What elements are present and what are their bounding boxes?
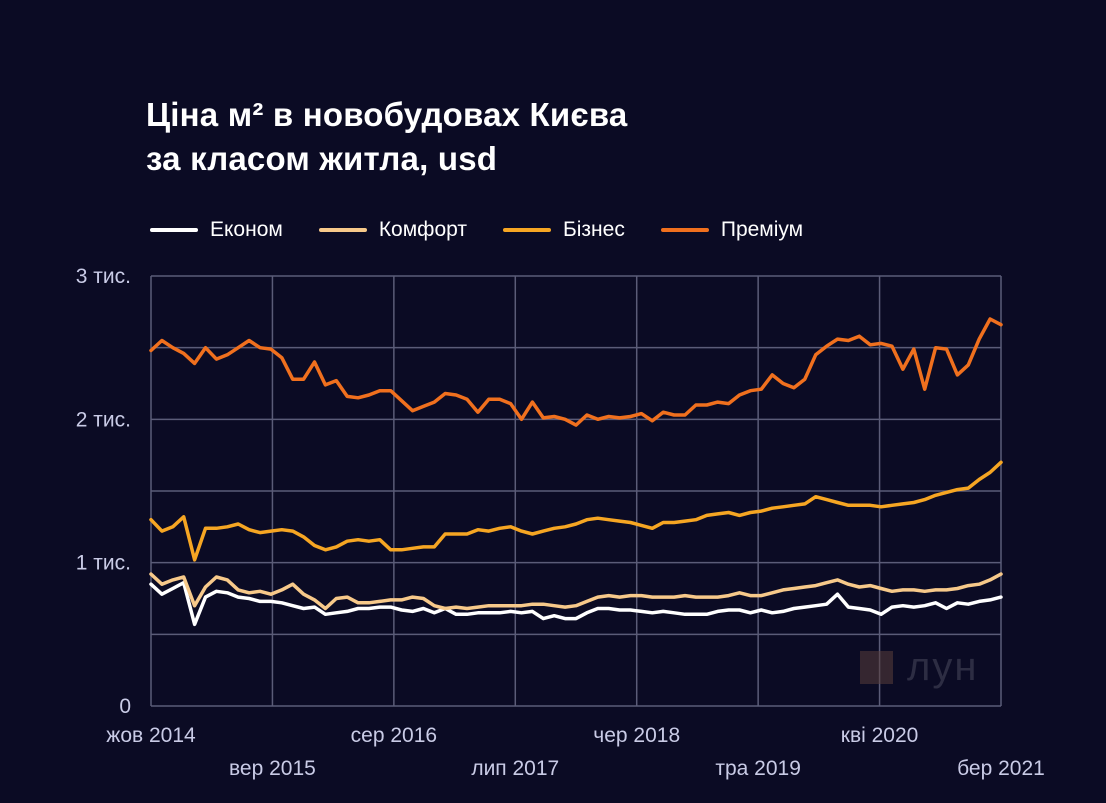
legend-item-premium: Преміум <box>660 218 804 242</box>
y-tick-label: 3 тис. <box>76 265 131 288</box>
legend-label-premium: Преміум <box>720 218 804 241</box>
x-tick-label: бер 2021 <box>957 757 1045 780</box>
y-tick-label: 1 тис. <box>76 552 131 575</box>
x-tick-label: чер 2018 <box>593 724 680 747</box>
series-line-economy <box>149 580 1003 627</box>
series-line-premium <box>149 317 1003 427</box>
x-tick-label: лип 2017 <box>471 757 559 780</box>
chart-title-line-2: за класом житла, usd <box>146 140 498 177</box>
axis-labels: 0 1 тис. 2 тис. 3 тис. жов 2014 сер 2016 чер 2… <box>76 265 1045 780</box>
legend-swatch-business <box>502 228 551 232</box>
x-tick-label: сер 2016 <box>351 724 437 747</box>
lun-watermark: лун <box>860 645 978 690</box>
grid-layer <box>150 275 1002 707</box>
x-tick-label: кві 2020 <box>841 724 919 747</box>
legend-label-business: Бізнес <box>562 218 625 241</box>
watermark-text: лун <box>907 645 979 689</box>
chart-title: Ціна м² в новобудовах Києва за класом жи… <box>146 93 627 181</box>
series-line-comfort <box>149 572 1003 611</box>
lun-logo-icon <box>860 651 893 684</box>
x-tick-label: вер 2015 <box>229 757 316 780</box>
x-tick-label: тра 2019 <box>715 757 801 780</box>
legend-swatch-economy <box>150 228 198 232</box>
x-tick-label: жов 2014 <box>106 724 196 747</box>
legend-item-economy: Економ <box>150 218 283 242</box>
y-tick-label: 2 тис. <box>76 408 131 431</box>
y-tick-label: 0 <box>119 695 131 718</box>
chart-legend: Економ Комфорт Бізнес Преміум <box>150 218 839 242</box>
legend-item-business: Бізнес <box>502 218 625 242</box>
legend-label-comfort: Комфорт <box>378 218 467 241</box>
series-line-business <box>149 460 1003 562</box>
legend-swatch-premium <box>660 228 709 232</box>
legend-item-comfort: Комфорт <box>318 218 467 242</box>
legend-swatch-comfort <box>318 228 367 232</box>
legend-label-economy: Економ <box>210 218 283 241</box>
series-layer <box>149 317 1003 627</box>
chart-title-line-1: Ціна м² в новобудовах Києва <box>146 96 628 133</box>
